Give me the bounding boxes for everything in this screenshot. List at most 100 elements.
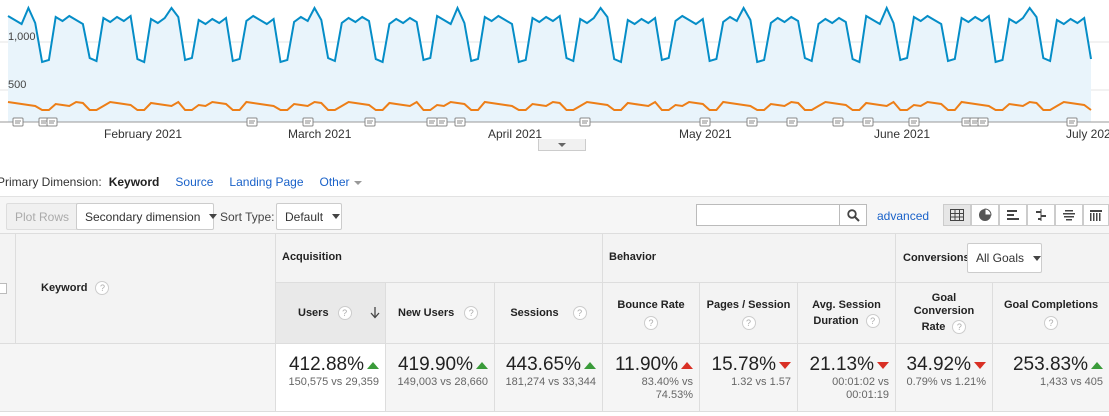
goals-dropdown[interactable]: All Goals xyxy=(967,243,1042,273)
help-icon[interactable]: ? xyxy=(741,315,756,330)
plot-rows-button[interactable]: Plot Rows xyxy=(6,203,79,230)
acquisition-group-header: Acquisition xyxy=(276,234,603,283)
help-icon[interactable]: ? xyxy=(1044,315,1058,330)
sort-type-dropdown[interactable]: Default xyxy=(276,203,342,230)
select-all-checkbox[interactable] xyxy=(0,283,7,294)
goal-completions-change-pct: 253.83% xyxy=(1012,354,1088,375)
goal-conv-header-label-3: Rate xyxy=(921,320,946,333)
view-comparison-button[interactable] xyxy=(1027,204,1055,226)
help-icon[interactable]: ? xyxy=(952,320,967,334)
goal-completions-column-header[interactable]: Goal Completions ? xyxy=(993,283,1109,344)
arrow-down-icon xyxy=(779,361,791,369)
annotation-icon[interactable] xyxy=(454,117,466,127)
annotation-icon[interactable] xyxy=(302,117,314,127)
annotation-icon[interactable] xyxy=(46,117,58,127)
search-button[interactable] xyxy=(840,204,867,226)
caret-down-icon xyxy=(209,214,218,219)
pages-session-comparison: 1.32 vs 1.57 xyxy=(731,376,791,388)
users-column-header[interactable]: Users ? xyxy=(276,283,386,344)
bounce-rate-column-header[interactable]: Bounce Rate ? xyxy=(603,283,700,344)
sessions-column-header[interactable]: Sessions ? xyxy=(495,283,603,344)
annotation-icon[interactable] xyxy=(246,117,258,127)
primary-dimension-label: Primary Dimension: xyxy=(0,175,102,189)
sort-type-label: Sort Type: xyxy=(220,210,275,224)
dimension-source-link[interactable]: Source xyxy=(175,175,214,189)
primary-series-line xyxy=(7,5,1092,64)
search-icon xyxy=(846,208,860,222)
chart-expand-toggle[interactable] xyxy=(538,139,586,151)
annotation-icon[interactable] xyxy=(364,117,376,127)
annotation-icon[interactable] xyxy=(426,117,438,127)
arrow-up-icon xyxy=(584,361,596,369)
month-label-apr: April 2021 xyxy=(488,127,543,141)
caret-down-icon xyxy=(353,180,362,185)
avg-session-header-label-1: Avg. Session xyxy=(812,299,881,311)
pages-session-column-header[interactable]: Pages / Session ? xyxy=(700,283,798,344)
help-icon[interactable]: ? xyxy=(464,306,479,320)
primary-dimension-bar: Primary Dimension: Keyword Source Landin… xyxy=(0,173,378,191)
advanced-filter-link[interactable]: advanced xyxy=(877,209,930,223)
totals-users-cell: 412.88% 150,575 vs 29,359 xyxy=(276,344,386,412)
dimension-other-dropdown[interactable]: Other xyxy=(320,175,362,189)
view-term-cloud-button[interactable] xyxy=(1055,204,1083,226)
secondary-series-line xyxy=(7,100,1092,111)
pie-chart-icon xyxy=(979,208,992,221)
arrow-up-icon xyxy=(1091,361,1103,369)
conversions-label: Conversions xyxy=(903,252,970,264)
annotation-icon[interactable] xyxy=(579,117,591,127)
goal-conv-header-label-1: Goal xyxy=(931,292,957,304)
select-column-header xyxy=(0,234,16,344)
new-users-header-label: New Users xyxy=(398,307,455,319)
secondary-dimension-label: Secondary dimension xyxy=(85,209,201,224)
new-users-column-header[interactable]: New Users ? xyxy=(386,283,495,344)
help-icon[interactable]: ? xyxy=(95,281,110,295)
goals-dropdown-value: All Goals xyxy=(976,251,1025,265)
new-users-change-pct: 419.90% xyxy=(397,354,473,375)
goal-completions-comparison: 1,433 vs 405 xyxy=(1040,376,1103,388)
help-icon[interactable]: ? xyxy=(644,315,658,330)
bounce-rate-comparison-1: 83.40% vs xyxy=(641,376,693,388)
annotation-icon[interactable] xyxy=(436,117,448,127)
annotation-icon[interactable] xyxy=(12,117,24,127)
annotation-icon[interactable] xyxy=(977,117,989,127)
users-change-pct: 412.88% xyxy=(288,354,364,375)
plot-rows-label: Plot Rows xyxy=(15,209,70,224)
annotation-icon[interactable] xyxy=(699,117,711,127)
dimension-landing-page-link[interactable]: Landing Page xyxy=(229,175,304,189)
avg-session-duration-column-header[interactable]: Avg. Session Duration? xyxy=(798,283,896,344)
behavior-group-header: Behavior xyxy=(603,234,896,283)
totals-goal-conv-cell: 34.92% 0.79% vs 1.21% xyxy=(896,344,993,412)
goal-conversion-rate-column-header[interactable]: Goal Conversion Rate? xyxy=(896,283,993,344)
avg-session-change-pct: 21.13% xyxy=(809,354,874,375)
keyword-header-label: Keyword xyxy=(41,282,88,294)
bounce-rate-change-pct: 11.90% xyxy=(614,354,678,375)
goal-conv-header-label-2: Conversion xyxy=(913,305,975,317)
table-grid-icon xyxy=(950,209,964,221)
arrow-up-icon xyxy=(476,361,488,369)
annotation-icon[interactable] xyxy=(1066,117,1078,127)
annotation-icon[interactable] xyxy=(786,117,798,127)
arrow-down-icon xyxy=(974,361,986,369)
timeline-chart: 1,000 500 February 2021 March 2021 April… xyxy=(0,0,1109,151)
view-performance-button[interactable] xyxy=(999,204,1027,226)
annotation-icon[interactable] xyxy=(832,117,844,127)
totals-new-users-cell: 419.90% 149,003 vs 28,660 xyxy=(386,344,495,412)
keyword-column-header[interactable]: Keyword ? xyxy=(16,234,276,344)
chevron-down-icon xyxy=(558,142,566,147)
goal-completions-header-label: Goal Completions xyxy=(1003,298,1099,311)
annotation-icon[interactable] xyxy=(862,117,874,127)
users-comparison: 150,575 vs 29,359 xyxy=(288,376,379,388)
sessions-change-pct: 443.65% xyxy=(505,354,581,375)
help-icon[interactable]: ? xyxy=(865,314,880,328)
help-icon[interactable]: ? xyxy=(572,306,587,320)
pages-session-header-label: Pages / Session xyxy=(706,298,791,311)
table-search-input[interactable] xyxy=(696,204,840,226)
help-icon[interactable]: ? xyxy=(337,306,352,320)
view-pivot-button[interactable] xyxy=(1083,204,1109,226)
annotation-icon[interactable] xyxy=(908,117,920,127)
view-pie-button[interactable] xyxy=(971,204,999,226)
new-users-comparison: 149,003 vs 28,660 xyxy=(397,376,488,388)
annotation-icon[interactable] xyxy=(746,117,758,127)
view-data-table-button[interactable] xyxy=(943,204,971,226)
secondary-dimension-dropdown[interactable]: Secondary dimension xyxy=(76,203,218,230)
